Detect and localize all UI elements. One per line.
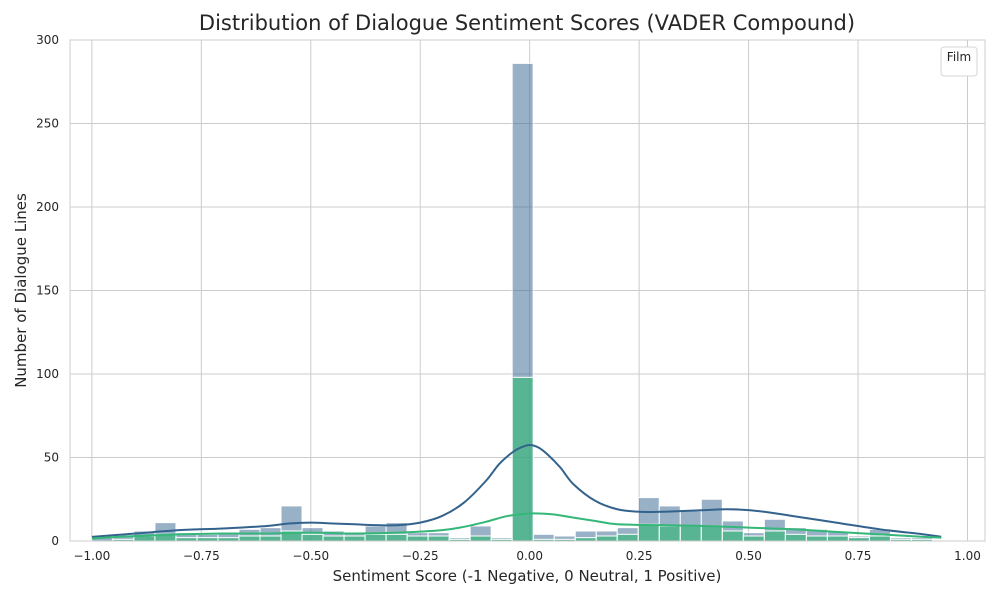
histogram-bar xyxy=(574,537,597,542)
histogram-bar xyxy=(511,376,534,542)
legend-title: Film xyxy=(947,50,971,64)
histogram-bar xyxy=(805,535,828,542)
y-tick-label: 250 xyxy=(36,117,59,131)
histogram-bar xyxy=(826,535,849,542)
histogram-bar xyxy=(322,535,345,542)
x-tick-labels: −1.00 −0.75 −0.50 −0.25 0.00 0.25 0.50 0.75 1.00 xyxy=(73,549,980,563)
legend-box xyxy=(940,46,978,77)
histogram-bar xyxy=(301,533,324,542)
x-tick-label: 0.25 xyxy=(626,549,653,563)
histogram-bar xyxy=(469,535,492,542)
x-tick-label: −0.75 xyxy=(183,549,220,563)
x-tick-label: 0.50 xyxy=(735,549,762,563)
histogram-bar xyxy=(595,535,618,542)
chart-title: Distribution of Dialogue Sentiment Score… xyxy=(199,11,855,35)
histogram-bar xyxy=(763,530,786,542)
histogram-bar xyxy=(259,535,282,542)
x-tick-label: 1.00 xyxy=(954,549,981,563)
y-tick-label: 50 xyxy=(44,451,59,465)
y-tick-label: 0 xyxy=(51,534,59,548)
histogram-bar xyxy=(616,533,639,542)
histogram-bar xyxy=(217,537,240,542)
y-tick-label: 200 xyxy=(36,200,59,214)
histogram-bar xyxy=(700,525,723,542)
histogram-bar xyxy=(238,535,261,542)
histogram-bar xyxy=(364,533,387,542)
histogram-bar xyxy=(427,535,450,542)
histogram-bar xyxy=(658,525,681,542)
legend: Film xyxy=(940,46,978,77)
x-tick-label: −0.50 xyxy=(292,549,329,563)
kde-curves xyxy=(91,443,942,540)
histogram-bar xyxy=(385,533,408,542)
histogram-bar xyxy=(847,537,870,542)
x-tick-label: −1.00 xyxy=(73,549,110,563)
y-axis-label: Number of Dialogue Lines xyxy=(12,193,30,388)
y-tick-labels: 0 50 100 150 200 250 300 xyxy=(36,33,59,548)
histogram-bar xyxy=(721,530,744,542)
histogram-bar xyxy=(868,535,891,542)
histogram-bar xyxy=(637,523,660,542)
y-tick-label: 100 xyxy=(36,367,59,381)
histogram-bar xyxy=(679,525,702,542)
y-tick-label: 300 xyxy=(36,33,59,47)
histogram-bar xyxy=(196,537,219,542)
histogram-bar xyxy=(742,535,765,542)
kde-curve xyxy=(91,443,942,538)
plot-frame xyxy=(69,39,986,542)
histogram-bar xyxy=(175,537,198,542)
kde-curve xyxy=(91,512,942,540)
y-tick-label: 150 xyxy=(36,284,59,298)
x-axis-label: Sentiment Score (-1 Negative, 0 Neutral,… xyxy=(333,567,722,585)
histogram-bar xyxy=(343,535,366,542)
x-tick-label: 0.75 xyxy=(845,549,872,563)
x-tick-label: −0.25 xyxy=(402,549,439,563)
x-tick-label: 0.00 xyxy=(516,549,543,563)
histogram-bar xyxy=(406,535,429,542)
histogram-bar xyxy=(784,533,807,542)
